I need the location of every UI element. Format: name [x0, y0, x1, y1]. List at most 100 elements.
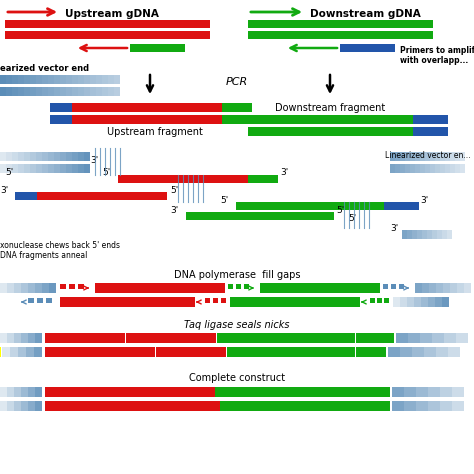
Bar — [384, 298, 389, 303]
Bar — [226, 347, 227, 357]
Bar — [221, 298, 226, 303]
Bar — [422, 283, 429, 293]
Bar — [50, 115, 72, 124]
Bar — [7, 387, 15, 397]
Text: earized vector end: earized vector end — [0, 64, 89, 73]
Bar — [0, 75, 7, 84]
Bar — [248, 175, 278, 183]
Bar — [340, 44, 395, 52]
Bar — [14, 283, 21, 293]
Bar — [46, 298, 52, 303]
Bar — [428, 387, 440, 397]
Bar — [429, 283, 437, 293]
Bar — [437, 230, 443, 239]
Bar — [435, 297, 443, 307]
Text: Complete construct: Complete construct — [189, 373, 285, 383]
Bar — [432, 230, 438, 239]
Bar — [435, 152, 440, 161]
Bar — [393, 297, 401, 307]
Bar — [45, 347, 155, 357]
Bar — [54, 152, 61, 161]
Text: Upstream fragment: Upstream fragment — [107, 127, 203, 137]
Bar — [236, 284, 241, 289]
Bar — [30, 164, 36, 173]
Bar — [356, 333, 394, 343]
Text: with overlapp...: with overlapp... — [400, 55, 468, 64]
Bar — [48, 75, 55, 84]
Bar — [54, 164, 61, 173]
Bar — [440, 152, 446, 161]
Bar — [102, 87, 109, 96]
Bar — [396, 333, 408, 343]
Text: Taq ligase seals nicks: Taq ligase seals nicks — [184, 320, 290, 330]
Bar — [450, 152, 456, 161]
Bar — [410, 164, 416, 173]
Bar — [370, 298, 375, 303]
Bar — [6, 152, 12, 161]
Bar — [5, 31, 210, 39]
Text: Linearized vector en...: Linearized vector en... — [385, 151, 471, 159]
Bar — [5, 20, 210, 28]
Bar — [78, 75, 84, 84]
Bar — [114, 87, 120, 96]
Bar — [430, 164, 436, 173]
Bar — [404, 401, 416, 411]
Bar — [30, 87, 36, 96]
Text: xonuclease chews back 5' ends: xonuclease chews back 5' ends — [0, 240, 120, 249]
Bar — [428, 297, 436, 307]
Bar — [455, 164, 461, 173]
Bar — [12, 87, 18, 96]
Bar — [435, 164, 440, 173]
Bar — [407, 230, 412, 239]
Bar — [0, 283, 8, 293]
Bar — [49, 283, 56, 293]
Bar — [248, 127, 413, 136]
Bar — [416, 401, 428, 411]
Bar — [228, 284, 233, 289]
Bar — [21, 283, 28, 293]
Bar — [0, 87, 7, 96]
Bar — [78, 152, 84, 161]
Text: 3': 3' — [420, 195, 428, 204]
Bar — [395, 152, 401, 161]
Bar — [60, 152, 66, 161]
Bar — [432, 333, 444, 343]
Bar — [447, 230, 453, 239]
Bar — [448, 347, 460, 357]
Bar — [125, 333, 126, 343]
Bar — [42, 164, 48, 173]
Bar — [0, 333, 8, 343]
Bar — [417, 230, 422, 239]
Bar — [442, 230, 447, 239]
Bar — [45, 387, 215, 397]
Bar — [21, 387, 28, 397]
Bar — [420, 333, 432, 343]
Bar — [12, 164, 18, 173]
Bar — [72, 103, 222, 112]
Bar — [2, 347, 10, 357]
Bar — [42, 283, 49, 293]
Bar — [37, 192, 167, 200]
Bar — [390, 164, 395, 173]
Bar — [421, 297, 428, 307]
Text: PCR: PCR — [226, 77, 248, 87]
Text: 5': 5' — [336, 206, 344, 215]
Bar — [50, 103, 72, 112]
Bar — [422, 230, 428, 239]
Bar — [18, 87, 25, 96]
Bar — [440, 387, 452, 397]
Bar — [388, 347, 400, 357]
Bar — [126, 333, 216, 343]
Bar — [248, 20, 433, 28]
Text: DNA polymerase  fill gaps: DNA polymerase fill gaps — [174, 270, 300, 280]
Bar — [42, 152, 48, 161]
Bar — [45, 333, 125, 343]
Bar — [464, 283, 472, 293]
Bar — [7, 401, 15, 411]
Bar — [114, 75, 120, 84]
Bar — [0, 387, 8, 397]
Text: 5': 5' — [5, 167, 13, 176]
Bar — [425, 164, 430, 173]
Bar — [42, 75, 48, 84]
Bar — [248, 115, 413, 124]
